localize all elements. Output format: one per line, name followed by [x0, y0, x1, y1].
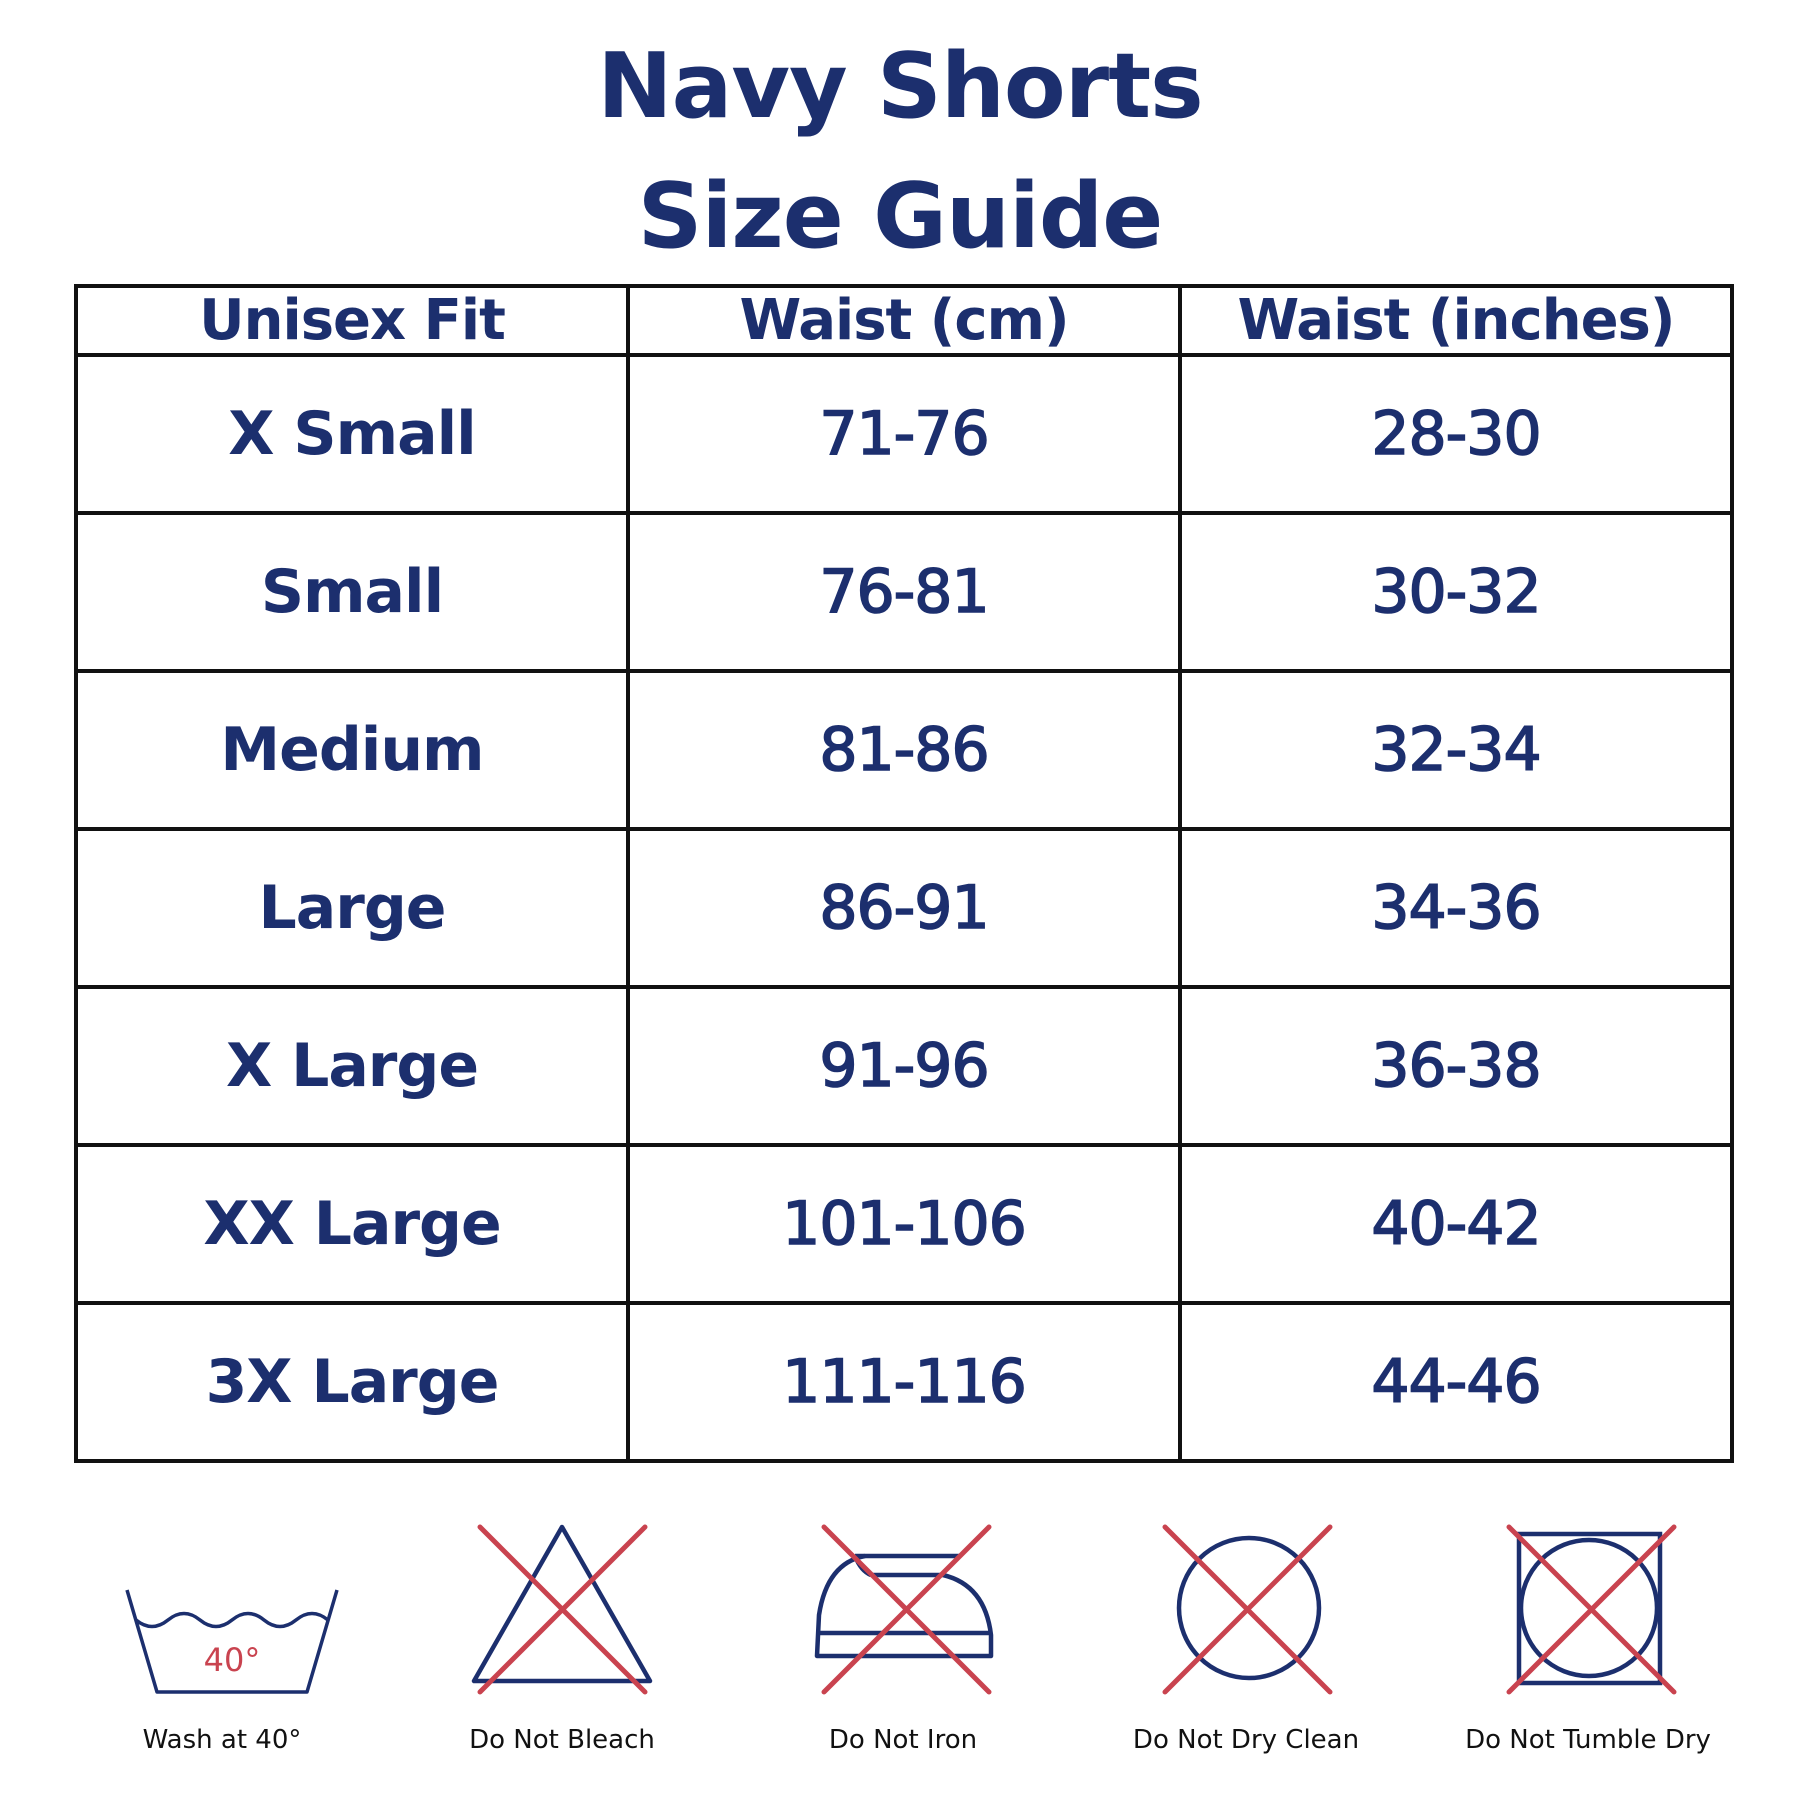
table-header-row: Unisex Fit Waist (cm) Waist (inches) [74, 284, 1734, 357]
page-title: Navy Shorts [597, 34, 1203, 139]
table-row: Large 86-91 34-36 [74, 827, 1734, 989]
care-label-tumble-dry: Do Not Tumble Dry [1465, 1725, 1711, 1755]
no-dry-clean-icon [1162, 1524, 1333, 1695]
care-item-bleach: Do Not Bleach [402, 1505, 722, 1785]
care-item-dry-clean: Do Not Dry Clean [1086, 1505, 1406, 1785]
waist-inches: 30-32 [1178, 511, 1734, 673]
waist-cm: 81-86 [626, 669, 1182, 831]
size-table: Unisex Fit Waist (cm) Waist (inches) X S… [74, 284, 1734, 1463]
waist-inches: 28-30 [1178, 353, 1734, 515]
no-iron-icon [814, 1524, 994, 1695]
table-row: X Large 91-96 36-38 [74, 985, 1734, 1147]
size-name: Medium [74, 669, 630, 831]
size-name: X Large [74, 985, 630, 1147]
column-header-waist-inches: Waist (inches) [1178, 284, 1734, 357]
size-name: 3X Large [74, 1301, 630, 1463]
care-item-wash: 40° Wash at 40° [62, 1505, 382, 1785]
waist-cm: 111-116 [626, 1301, 1182, 1463]
care-label-wash: Wash at 40° [142, 1725, 302, 1755]
table-row: X Small 71-76 28-30 [74, 353, 1734, 515]
table-row: Medium 81-86 32-34 [74, 669, 1734, 831]
waist-cm: 101-106 [626, 1143, 1182, 1305]
waist-inches: 44-46 [1178, 1301, 1734, 1463]
waist-inches: 40-42 [1178, 1143, 1734, 1305]
waist-inches: 36-38 [1178, 985, 1734, 1147]
table-row: Small 76-81 30-32 [74, 511, 1734, 673]
table-row: XX Large 101-106 40-42 [74, 1143, 1734, 1305]
size-name: XX Large [74, 1143, 630, 1305]
care-label-dry-clean: Do Not Dry Clean [1132, 1725, 1360, 1755]
page-subtitle: Size Guide [637, 164, 1164, 269]
care-label-bleach: Do Not Bleach [469, 1725, 655, 1755]
no-bleach-icon [471, 1524, 653, 1695]
column-header-waist-cm: Waist (cm) [626, 284, 1182, 357]
wash-tub-icon: 40° [125, 1589, 339, 1694]
care-label-iron: Do Not Iron [828, 1725, 978, 1755]
waist-inches: 32-34 [1178, 669, 1734, 831]
title-block: Navy Shorts Size Guide [0, 22, 1800, 282]
waist-cm: 76-81 [626, 511, 1182, 673]
table-row: 3X Large 111-116 44-46 [74, 1301, 1734, 1463]
care-item-tumble-dry: Do Not Tumble Dry [1428, 1505, 1748, 1785]
column-header-fit: Unisex Fit [74, 284, 630, 357]
waist-cm: 71-76 [626, 353, 1182, 515]
waist-inches: 34-36 [1178, 827, 1734, 989]
waist-cm: 86-91 [626, 827, 1182, 989]
waist-cm: 91-96 [626, 985, 1182, 1147]
size-name: X Small [74, 353, 630, 515]
care-instructions: 40° Wash at 40° Do Not Bleach [0, 1505, 1800, 1785]
size-name: Large [74, 827, 630, 989]
size-name: Small [74, 511, 630, 673]
care-item-iron: Do Not Iron [743, 1505, 1063, 1785]
wash-temperature: 40° [204, 1641, 261, 1679]
no-tumble-dry-icon [1506, 1524, 1677, 1695]
